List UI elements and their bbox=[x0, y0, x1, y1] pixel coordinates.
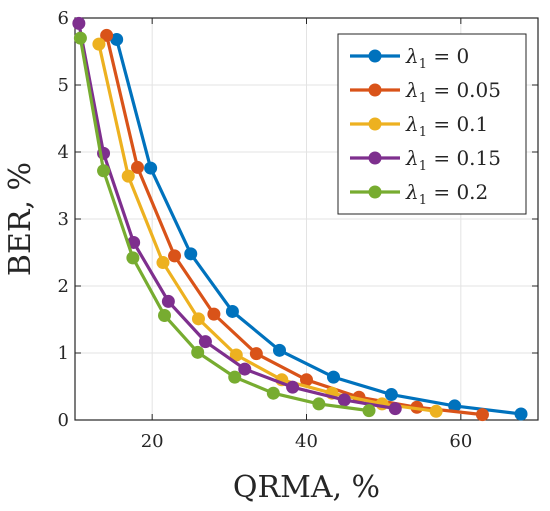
data-point bbox=[249, 347, 263, 361]
data-point bbox=[168, 249, 182, 263]
y-tick-label: 0 bbox=[58, 410, 69, 431]
data-point bbox=[266, 386, 280, 400]
data-point bbox=[514, 407, 528, 421]
y-tick-label: 5 bbox=[58, 75, 69, 96]
legend-marker bbox=[368, 83, 382, 97]
data-point bbox=[110, 32, 124, 46]
legend-entry: λ1 = 0.1 bbox=[350, 112, 488, 140]
data-point bbox=[448, 399, 462, 413]
data-point bbox=[272, 343, 286, 357]
data-point bbox=[225, 304, 239, 318]
data-point bbox=[126, 251, 140, 265]
y-tick-label: 3 bbox=[58, 209, 69, 230]
legend: λ1 = 0 λ1 = 0.05 λ1 = 0.1 λ1 = 0.15 λ1 = 0.2 bbox=[337, 33, 527, 215]
data-point bbox=[158, 308, 172, 322]
x-tick-label: 40 bbox=[295, 431, 318, 452]
legend-label: λ1 = 0 bbox=[405, 44, 469, 72]
data-point bbox=[198, 335, 212, 349]
data-point bbox=[429, 404, 443, 418]
legend-entry: λ1 = 0.2 bbox=[350, 180, 488, 208]
y-axis-label: BER, % bbox=[3, 162, 38, 276]
data-point bbox=[73, 31, 87, 45]
data-point bbox=[388, 402, 402, 416]
legend-label: λ1 = 0.1 bbox=[405, 112, 488, 140]
data-point bbox=[300, 373, 313, 387]
y-tick-label: 6 bbox=[58, 8, 69, 29]
y-tick-label: 2 bbox=[58, 276, 69, 297]
series-layer bbox=[72, 16, 528, 422]
data-point bbox=[97, 164, 111, 178]
x-axis-label: QRMA, % bbox=[233, 470, 380, 505]
series-5 bbox=[73, 31, 376, 418]
x-tick-label: 60 bbox=[449, 431, 472, 452]
legend-entry: λ1 = 0 bbox=[350, 44, 469, 72]
data-point bbox=[121, 169, 135, 183]
data-point bbox=[184, 247, 198, 261]
legend-entry: λ1 = 0.05 bbox=[350, 78, 501, 106]
legend-marker bbox=[368, 185, 382, 199]
y-tick-label: 4 bbox=[58, 142, 69, 163]
axis-ticks: 20 40 60 0 1 2 3 4 5 6 bbox=[58, 8, 538, 452]
legend-label: λ1 = 0.2 bbox=[405, 180, 488, 208]
data-point bbox=[228, 370, 242, 384]
data-point bbox=[191, 345, 205, 359]
series-4 bbox=[72, 16, 402, 416]
data-point bbox=[327, 370, 341, 384]
data-point bbox=[161, 294, 175, 308]
x-tick-label: 20 bbox=[141, 431, 164, 452]
legend-marker bbox=[368, 117, 382, 131]
data-point bbox=[384, 388, 398, 402]
data-point bbox=[156, 256, 170, 270]
data-point bbox=[362, 404, 376, 418]
series-1 bbox=[110, 32, 528, 421]
data-point bbox=[72, 16, 86, 30]
data-point bbox=[475, 408, 489, 422]
series-3 bbox=[92, 37, 443, 418]
data-point bbox=[144, 161, 158, 175]
data-point bbox=[286, 380, 300, 394]
data-point bbox=[238, 362, 252, 376]
data-point bbox=[229, 348, 243, 362]
data-point bbox=[131, 160, 145, 174]
legend-marker bbox=[368, 151, 382, 165]
y-tick-label: 1 bbox=[58, 343, 69, 364]
data-point bbox=[337, 393, 351, 407]
data-point bbox=[191, 312, 205, 326]
data-point bbox=[92, 37, 106, 51]
legend-marker bbox=[368, 49, 382, 63]
legend-entry: λ1 = 0.15 bbox=[350, 146, 501, 174]
data-point bbox=[207, 307, 221, 321]
legend-label: λ1 = 0.05 bbox=[405, 78, 501, 106]
data-point bbox=[312, 397, 326, 411]
data-point bbox=[100, 28, 114, 42]
legend-label: λ1 = 0.15 bbox=[405, 146, 501, 174]
